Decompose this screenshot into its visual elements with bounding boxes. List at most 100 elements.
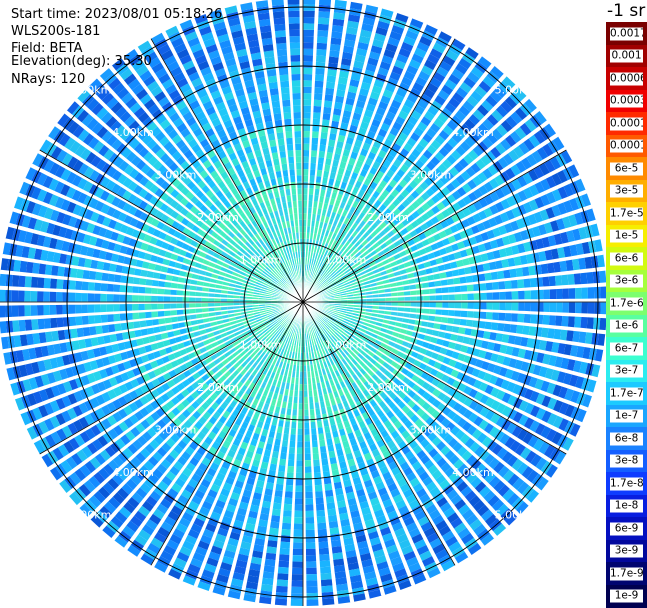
range-gate-cell	[145, 311, 152, 319]
range-gate-cell	[540, 380, 550, 393]
range-gate-cell	[474, 233, 483, 244]
range-gate-cell	[337, 284, 345, 288]
range-gate-cell	[62, 292, 69, 302]
range-gate-cell	[320, 278, 326, 284]
range-gate-cell	[317, 201, 323, 209]
range-gate-cell	[327, 330, 333, 337]
range-gate-cell	[305, 485, 313, 492]
range-gate-cell	[18, 305, 25, 317]
range-gate-cell	[349, 1, 363, 11]
range-gate-cell	[421, 320, 429, 327]
range-gate-cell	[567, 315, 575, 328]
range-gate-cell	[407, 324, 415, 331]
range-gate-cell	[380, 327, 388, 333]
range-gate-cell	[304, 447, 311, 454]
range-gate-cell	[533, 165, 545, 179]
range-gate-cell	[220, 298, 228, 302]
range-gate-cell	[464, 266, 472, 275]
range-gate-cell	[398, 82, 410, 92]
range-gate-cell	[377, 128, 388, 138]
range-gate-cell	[343, 39, 356, 48]
range-gate-cell	[489, 331, 497, 341]
range-gate-cell	[468, 388, 478, 399]
range-gate-cell	[316, 208, 322, 216]
range-gate-cell	[498, 224, 507, 235]
range-gate-cell	[457, 267, 466, 276]
range-gate-cell	[326, 321, 333, 328]
range-gate-cell	[504, 96, 518, 109]
range-gate-cell	[514, 359, 524, 370]
range-gate-cell	[393, 386, 402, 395]
range-gate-cell	[470, 328, 479, 337]
range-gate-cell	[294, 510, 303, 518]
range-gate-cell	[554, 274, 563, 286]
range-gate-cell	[291, 586, 303, 594]
range-gate-cell	[475, 158, 486, 170]
range-gate-cell	[387, 400, 397, 410]
range-gate-cell	[476, 432, 488, 444]
range-gate-cell	[523, 278, 531, 288]
range-gate-cell	[451, 132, 463, 144]
range-gate-cell	[388, 179, 398, 188]
range-gate-cell	[516, 175, 528, 188]
range-gate-cell	[475, 463, 487, 475]
range-gate-cell	[333, 310, 340, 314]
range-gate-cell	[448, 309, 455, 317]
range-gate-cell	[368, 195, 377, 204]
range-gate-cell	[403, 142, 413, 153]
range-gate-cell	[355, 48, 368, 57]
range-gate-cell	[227, 298, 234, 302]
range-gate-cell	[600, 286, 606, 299]
range-gate-cell	[424, 24, 438, 36]
range-gate-cell	[327, 139, 336, 147]
range-gate-cell	[330, 31, 343, 39]
range-gate-cell	[319, 320, 325, 327]
range-gate-cell	[37, 318, 45, 330]
range-gate-cell	[503, 269, 511, 279]
range-gate-cell	[442, 294, 449, 301]
range-gate-cell	[543, 289, 550, 300]
range-gate-cell	[490, 271, 498, 280]
range-gate-cell	[62, 317, 70, 328]
range-gate-cell	[541, 236, 551, 248]
range-gate-cell	[370, 264, 378, 271]
range-gate-cell	[339, 122, 349, 131]
range-gate-cell	[373, 234, 381, 242]
range-gate-cell	[363, 318, 371, 323]
range-gate-cell	[331, 539, 342, 548]
range-gate-cell	[366, 130, 376, 140]
range-gate-cell	[176, 303, 183, 309]
range-gate-cell	[489, 204, 499, 215]
range-gate-cell	[462, 100, 475, 112]
range-gate-cell	[323, 164, 331, 172]
range-gate-cell	[550, 219, 560, 232]
range-gate-cell	[315, 61, 326, 69]
range-gate-cell	[397, 296, 405, 301]
range-gate-cell	[354, 54, 366, 63]
range-gate-cell	[352, 270, 360, 276]
range-gate-cell	[299, 377, 303, 385]
range-gate-cell	[473, 302, 481, 310]
range-gate-cell	[375, 369, 383, 378]
range-gate-cell	[317, 276, 323, 283]
range-gate-cell	[334, 234, 341, 242]
range-gate-cell	[492, 249, 501, 259]
range-gate-cell	[372, 305, 379, 309]
range-gate-cell	[356, 333, 364, 340]
range-gate-cell	[350, 151, 358, 160]
range-gate-cell	[522, 201, 533, 214]
range-gate-cell	[132, 286, 139, 294]
range-gate-cell	[484, 351, 493, 361]
range-gate-cell	[366, 57, 379, 67]
range-gate-cell	[584, 256, 593, 269]
range-gate-cell	[405, 223, 414, 232]
range-gate-cell	[460, 310, 468, 318]
range-gate-cell	[547, 327, 555, 339]
range-gate-cell	[385, 345, 394, 352]
range-gate-cell	[511, 346, 520, 357]
range-gate-cell	[545, 464, 558, 478]
range-gate-cell	[425, 267, 433, 275]
range-gate-cell	[303, 175, 309, 182]
range-gate-cell	[100, 304, 107, 313]
range-gate-cell	[337, 346, 343, 353]
